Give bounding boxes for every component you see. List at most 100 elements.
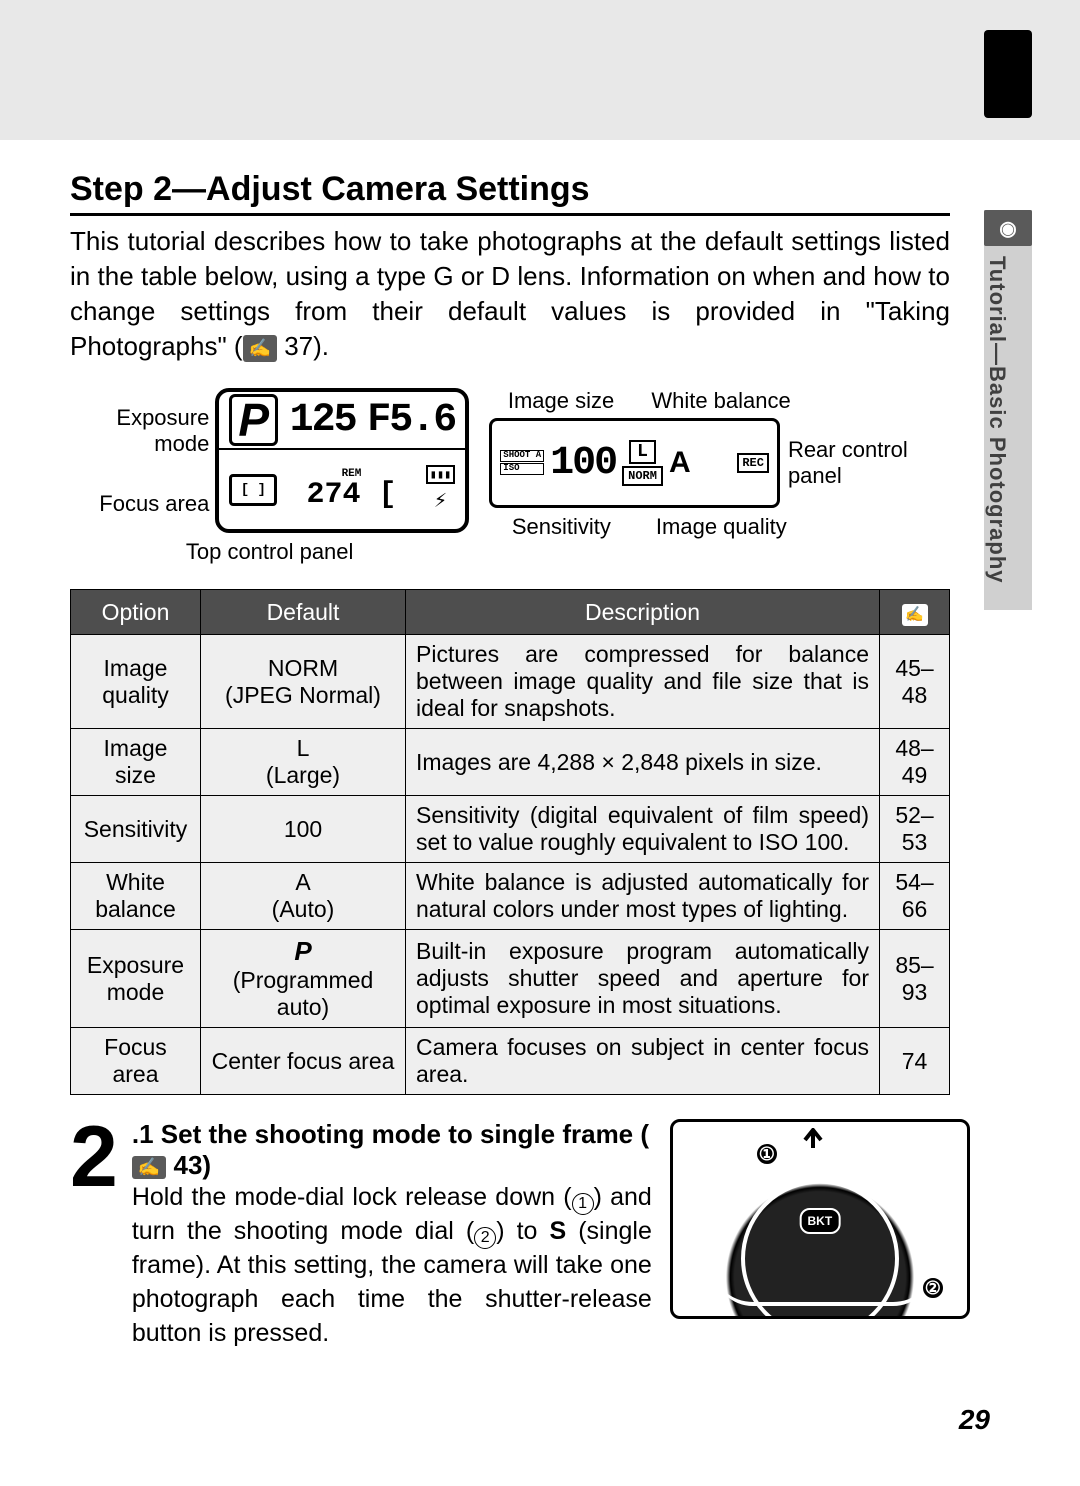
rem-block: REM 274 [ [306, 469, 396, 510]
top-panel-caption: Top control panel [186, 539, 354, 565]
table-row: Exposure modeP(Programmed auto)Built-in … [71, 930, 950, 1028]
cell-pageref: 48–49 [880, 729, 950, 796]
cell-option: Image quality [71, 635, 201, 729]
table-body: Image qualityNORM(JPEG Normal)Pictures a… [71, 635, 950, 1095]
cell-description: Images are 4,288 × 2,848 pixels in size. [406, 729, 880, 796]
page-ref-icon: ✍ [132, 1156, 166, 1179]
substep-title-before: Set the shooting mode to single frame ( [161, 1119, 649, 1149]
intro-page-ref: 37 [284, 331, 313, 361]
battery-icon: ▮▮▮ [426, 465, 456, 484]
iso-box: SHOOT A ISO [500, 450, 544, 476]
cell-option: Exposure mode [71, 930, 201, 1028]
cell-description: Sensitivity (digital equivalent of film … [406, 796, 880, 863]
table-row: Image sizeL(Large)Images are 4,288 × 2,8… [71, 729, 950, 796]
cell-pageref: 74 [880, 1028, 950, 1095]
cell-pageref: 45–48 [880, 635, 950, 729]
cell-option: Focus area [71, 1028, 201, 1095]
top-control-panel-group: Exposure mode Focus area P 125 F5.6 [ ] [70, 388, 469, 565]
table-row: Focus areaCenter focus areaCamera focuse… [71, 1028, 950, 1095]
cell-pageref: 54–66 [880, 863, 950, 930]
shutter-value: 125 [290, 398, 356, 443]
norm-indicator: NORM [622, 466, 663, 486]
iso-value: 100 [550, 441, 616, 486]
table-row: White balanceA(Auto)White balance is adj… [71, 863, 950, 930]
white-balance-label: White balance [651, 388, 790, 414]
intro-text-before: This tutorial describes how to take phot… [70, 226, 950, 361]
intro-paragraph: This tutorial describes how to take phot… [70, 224, 950, 364]
lcd-bottom-row: [ ] REM 274 [ ▮▮▮ ⚡ [219, 448, 465, 529]
lcd-panels-row: Exposure mode Focus area P 125 F5.6 [ ] [70, 388, 950, 565]
page-ref-icon: ✍ [243, 335, 277, 361]
flash-icon: ⚡ [434, 488, 447, 514]
settings-table: Option Default Description ✍ Image quali… [70, 589, 950, 1095]
wb-glyph: A [669, 446, 691, 480]
rec-indicator: REC [737, 453, 769, 473]
cell-pageref: 52–53 [880, 796, 950, 863]
rear-bottom-labels: Sensitivity Image quality [489, 514, 809, 540]
cell-default: 100 [201, 796, 406, 863]
sensitivity-label: Sensitivity [512, 514, 611, 540]
top-lcd: P 125 F5.6 [ ] REM 274 [ ▮▮▮ [215, 388, 469, 533]
th-default: Default [201, 590, 406, 635]
cell-description: Built-in exposure program automatically … [406, 930, 880, 1028]
rear-lcd: SHOOT A ISO 100 L NORM A REC [489, 418, 780, 508]
cell-option: Image size [71, 729, 201, 796]
s-glyph: S [549, 1217, 566, 1245]
page-number: 29 [959, 1404, 990, 1436]
cell-default: P(Programmed auto) [201, 930, 406, 1028]
step-title: Step 2—Adjust Camera Settings [70, 170, 950, 216]
rear-control-panel-group: Image size White balance SHOOT A ISO 100… [489, 388, 950, 565]
substep-2-1: 2 .1 Set the shooting mode to single fra… [70, 1119, 950, 1350]
iso-label: ISO [500, 463, 544, 475]
page: ◉ Tutorial—Basic Photography Step 2—Adju… [0, 0, 1080, 1486]
size-quality-block: L NORM [622, 440, 663, 486]
substep-title-ref: 43 [174, 1150, 203, 1180]
exposure-mode-label: Exposure mode [70, 405, 209, 457]
cell-option: Sensitivity [71, 796, 201, 863]
page-icon: ✍ [902, 604, 928, 626]
dial-marker-2: ② [921, 1276, 945, 1300]
substep-title-after: ) [202, 1150, 211, 1180]
th-option: Option [71, 590, 201, 635]
rear-panel-block: SHOOT A ISO 100 L NORM A REC Rear contro… [489, 418, 950, 508]
table-row: Image qualityNORM(JPEG Normal)Pictures a… [71, 635, 950, 729]
mode-dial-illustration: ① ② [670, 1119, 970, 1319]
top-panel-block: Exposure mode Focus area P 125 F5.6 [ ] [70, 388, 469, 533]
cell-description: White balance is adjusted automatically … [406, 863, 880, 930]
cell-default: Center focus area [201, 1028, 406, 1095]
cell-option: White balance [71, 863, 201, 930]
focus-area-label: Focus area [70, 491, 209, 517]
content-area: Step 2—Adjust Camera Settings This tutor… [70, 50, 1010, 1351]
rear-panel-side-label: Rear control panel [788, 437, 950, 490]
table-row: Sensitivity100Sensitivity (digital equiv… [71, 796, 950, 863]
circled-1: 1 [572, 1193, 594, 1215]
exposure-mode-glyph: P [229, 394, 278, 446]
rear-top-labels: Image size White balance [489, 388, 809, 414]
focus-area-glyph: [ ] [229, 474, 277, 506]
cell-description: Pictures are compressed for balance betw… [406, 635, 880, 729]
cell-default: L(Large) [201, 729, 406, 796]
image-quality-label: Image quality [656, 514, 787, 540]
dial-marker-1: ① [755, 1142, 779, 1166]
th-pageref-icon: ✍ [880, 590, 950, 635]
cell-default: A(Auto) [201, 863, 406, 930]
lcd-top-row: P 125 F5.6 [219, 392, 465, 448]
substep-text: Hold the mode-dial lock release down (1)… [132, 1181, 652, 1350]
rem-value: 274 [ [306, 478, 396, 512]
circled-2: 2 [474, 1227, 496, 1249]
image-size-label: Image size [508, 388, 614, 414]
table-header: Option Default Description ✍ [71, 590, 950, 635]
cell-pageref: 85–93 [880, 930, 950, 1028]
big-step-number: 2 [70, 1119, 118, 1350]
image-size-glyph: L [629, 440, 656, 464]
battery-flash-block: ▮▮▮ ⚡ [426, 465, 456, 514]
substep-body: .1 Set the shooting mode to single frame… [132, 1119, 970, 1350]
cell-description: Camera focuses on subject in center focu… [406, 1028, 880, 1095]
intro-text-after: ). [313, 331, 329, 361]
th-description: Description [406, 590, 880, 635]
top-panel-pointer-labels: Exposure mode Focus area [70, 388, 215, 533]
dial-arrow-icon [793, 1128, 833, 1158]
cell-default: NORM(JPEG Normal) [201, 635, 406, 729]
sub-body-1: Hold the mode-dial lock release down ( [132, 1183, 572, 1211]
substep-title: .1 Set the shooting mode to single frame… [132, 1119, 652, 1181]
